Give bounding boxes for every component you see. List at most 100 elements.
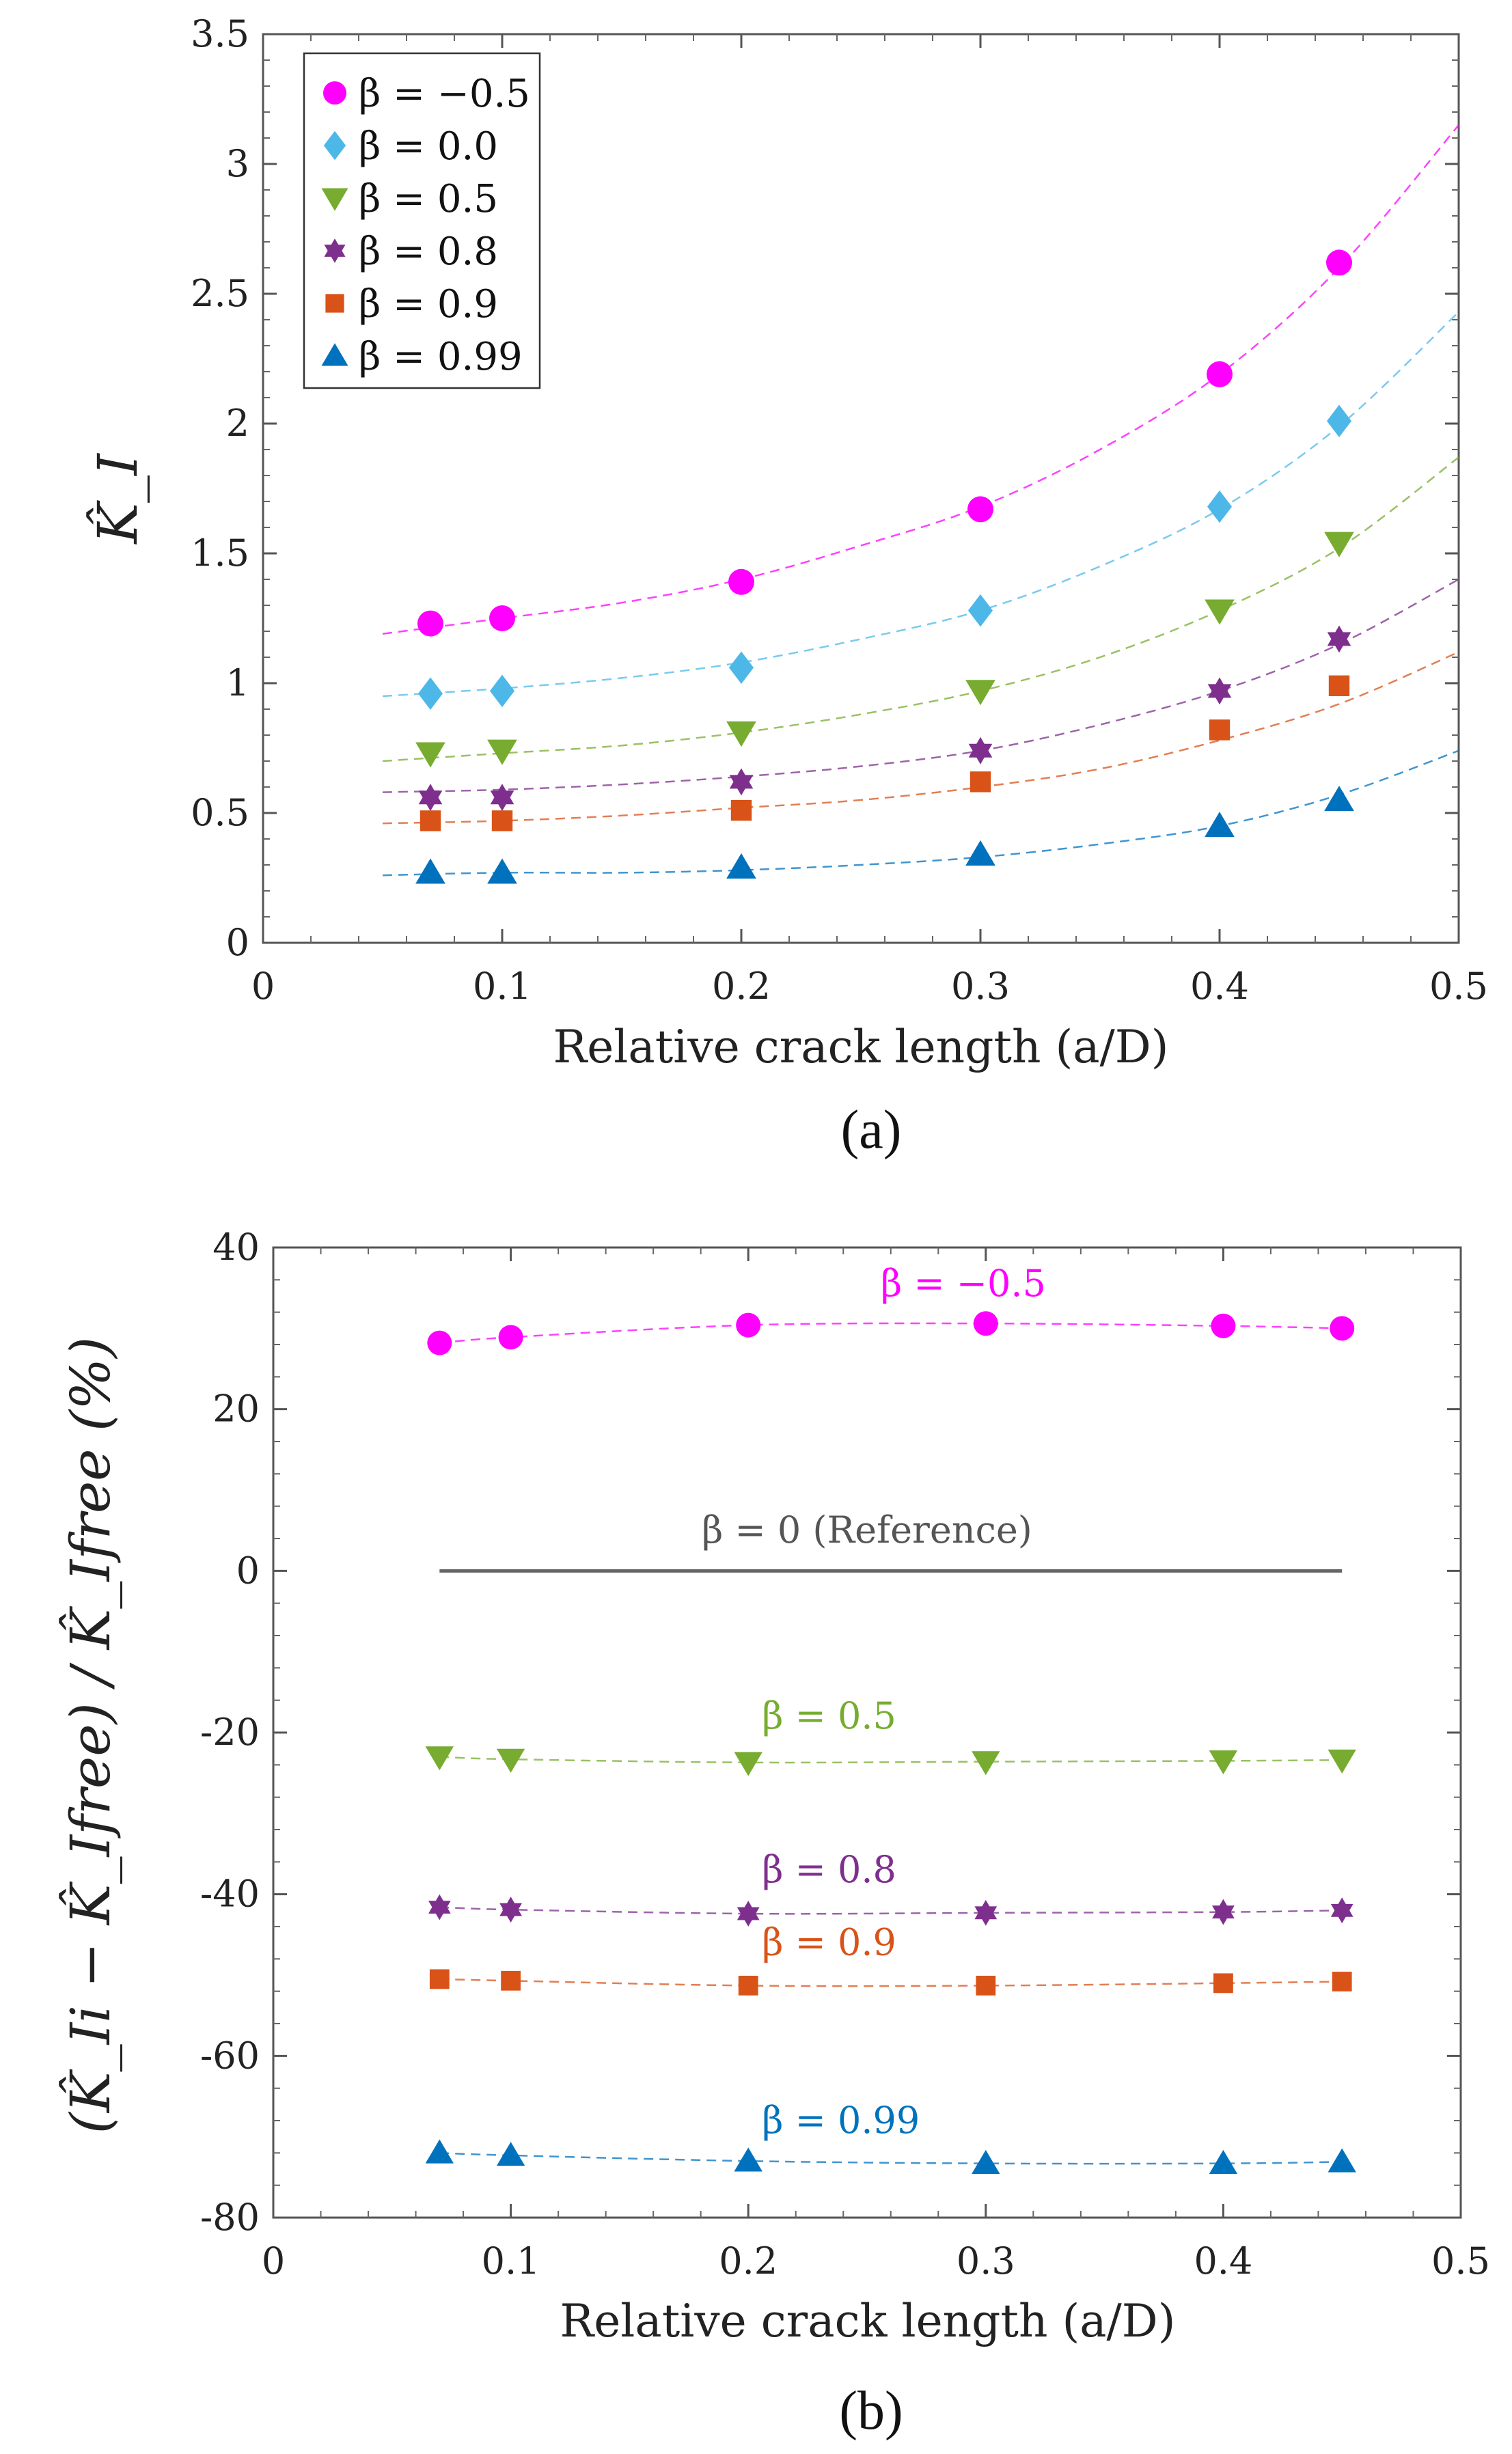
data-point-b-3 xyxy=(976,1975,996,1996)
data-point-a-0 xyxy=(967,496,993,523)
x-tick-label-a: 0.4 xyxy=(1190,965,1249,1008)
x-tick-label-a: 0.2 xyxy=(712,965,771,1008)
data-point-a-3 xyxy=(490,784,514,812)
x-tick-label-b: 0.5 xyxy=(1431,2239,1490,2283)
data-point-b-4 xyxy=(734,2147,762,2172)
data-point-a-4 xyxy=(730,800,752,821)
y-axis-label-b-text: (K̂_Ii − K̂_Ifree) / K̂_Ifree (%) xyxy=(57,1337,122,2134)
data-point-b-1 xyxy=(496,1748,525,1773)
hexagram-part-down xyxy=(737,1907,760,1927)
hexagram-part-down xyxy=(1212,1905,1235,1925)
data-point-b-0 xyxy=(1211,1313,1236,1338)
legend-label: β = 0.8 xyxy=(359,230,498,274)
fit-curve-a-1 xyxy=(382,311,1459,698)
hexagram-part-down xyxy=(490,790,514,812)
series-annotation: β = 0 (Reference) xyxy=(702,1508,1032,1552)
data-point-b-0 xyxy=(498,1325,523,1350)
y-tick-label-a: 2 xyxy=(226,402,249,445)
x-tick-label-a: 0.3 xyxy=(951,965,1010,1008)
data-point-b-1 xyxy=(972,1751,1000,1776)
data-point-a-1 xyxy=(417,677,443,710)
data-point-b-0 xyxy=(427,1330,452,1355)
y-tick-label-b: 0 xyxy=(236,1549,260,1592)
hexagram-part-down xyxy=(1207,684,1232,705)
data-point-b-4 xyxy=(425,2139,454,2164)
data-point-b-2 xyxy=(974,1900,998,1926)
legend-label: β = 0.9 xyxy=(359,282,498,327)
data-point-b-2 xyxy=(737,1901,760,1927)
y-axis-label-b: (K̂_Ii − K̂_Ifree) / K̂_Ifree (%) xyxy=(57,1337,122,2134)
hexagram-part-down xyxy=(1330,1903,1353,1924)
data-point-a-2 xyxy=(965,680,995,706)
series-annotation: β = 0.9 xyxy=(762,1920,896,1963)
fit-curve-a-0 xyxy=(382,124,1459,635)
data-point-b-4 xyxy=(496,2142,525,2166)
y-tick-label-b: -60 xyxy=(200,2034,260,2077)
hexagram-part-down xyxy=(499,1903,522,1923)
data-point-a-4 xyxy=(1209,719,1231,741)
data-point-b-3 xyxy=(1332,1972,1352,1991)
data-point-a-0 xyxy=(417,610,443,637)
data-point-b-2 xyxy=(499,1897,522,1923)
data-point-b-0 xyxy=(736,1312,761,1338)
hexagram-part-down xyxy=(729,775,754,796)
x-tick-label-b: 0.3 xyxy=(957,2239,1015,2283)
data-point-a-3 xyxy=(418,784,443,812)
y-tick-label-b: -20 xyxy=(200,1711,260,1754)
y-tick-label-b: 40 xyxy=(212,1226,260,1269)
legend-a: β = −0.5 β = 0.0 β = 0.5 β = 0.8 β = 0.9 β = … xyxy=(303,52,541,389)
data-point-b-2 xyxy=(428,1894,451,1920)
data-point-a-5 xyxy=(1324,786,1354,812)
hexagram-part-down xyxy=(428,1901,451,1920)
data-point-b-0 xyxy=(1330,1316,1355,1341)
x-axis-label-b: Relative crack length (a/D) xyxy=(560,2295,1176,2347)
fit-curves-a xyxy=(382,124,1459,877)
data-point-a-0 xyxy=(728,568,754,595)
data-point-a-1 xyxy=(489,674,515,708)
x-axis-label-a: Relative crack length (a/D) xyxy=(553,1021,1169,1073)
panel-a: 0 0.1 0.2 0.3 0.4 0.5 0 0.5 1 1.5 2 2.5 3 3.5 β = −0.… xyxy=(85,12,1488,1160)
data-markers-a xyxy=(415,249,1354,884)
data-point-a-5 xyxy=(726,853,756,879)
data-point-b-3 xyxy=(738,1975,758,1996)
data-point-a-3 xyxy=(968,736,993,764)
data-point-a-1 xyxy=(1326,404,1352,437)
data-point-a-4 xyxy=(970,771,991,792)
y-tick-label-a: 3.5 xyxy=(191,12,249,55)
y-axis-label-a: K̂_I xyxy=(85,453,150,545)
data-point-a-3 xyxy=(1327,625,1351,653)
series-annotation: β = 0.99 xyxy=(762,2099,920,2142)
x-tick-label-b: 0.1 xyxy=(482,2239,540,2283)
legend-marker xyxy=(321,188,348,211)
x-tick-label-b: 0.4 xyxy=(1194,2239,1252,2283)
data-point-b-4 xyxy=(1328,2148,1356,2173)
data-point-a-1 xyxy=(1207,490,1233,523)
y-tick-label-a: 3 xyxy=(226,142,249,185)
fit-curve-a-3 xyxy=(382,578,1459,793)
data-point-a-4 xyxy=(1328,675,1350,696)
data-point-b-1 xyxy=(1209,1750,1238,1775)
data-point-b-3 xyxy=(429,1969,450,1989)
y-tick-label-a: 1 xyxy=(226,661,249,704)
data-point-a-2 xyxy=(726,721,756,747)
hexagram-part-down xyxy=(324,245,346,263)
data-point-a-5 xyxy=(415,858,445,884)
data-point-a-5 xyxy=(965,840,995,866)
hexagram-part-down xyxy=(1327,632,1351,653)
data-point-b-2 xyxy=(1212,1899,1235,1925)
fit-curve-a-4 xyxy=(382,651,1459,825)
axis-ticks-b: 0 0.1 0.2 0.3 0.4 0.5 -80 -60 -40 -20 0 20 40 xyxy=(200,1226,1490,2283)
data-point-b-1 xyxy=(734,1752,762,1776)
fit-curve-a-2 xyxy=(382,456,1459,762)
data-point-a-2 xyxy=(1324,532,1354,557)
x-tick-label-b: 0 xyxy=(262,2239,285,2283)
data-markers-b xyxy=(425,1311,1356,2175)
data-point-a-0 xyxy=(1207,361,1233,387)
x-tick-label-b: 0.2 xyxy=(719,2239,778,2283)
series-line-b-3 xyxy=(439,1978,1343,1987)
series-annotations-b: β = −0.5 β = 0 (Reference) β = 0.5 β = 0.8 β… xyxy=(702,1262,1046,2142)
axis-ticks-a: 0 0.1 0.2 0.3 0.4 0.5 0 0.5 1 1.5 2 2.5 3 3.5 xyxy=(191,12,1488,1008)
x-tick-label-a: 0.1 xyxy=(473,965,532,1008)
x-tick-label-a: 0.5 xyxy=(1429,965,1488,1008)
